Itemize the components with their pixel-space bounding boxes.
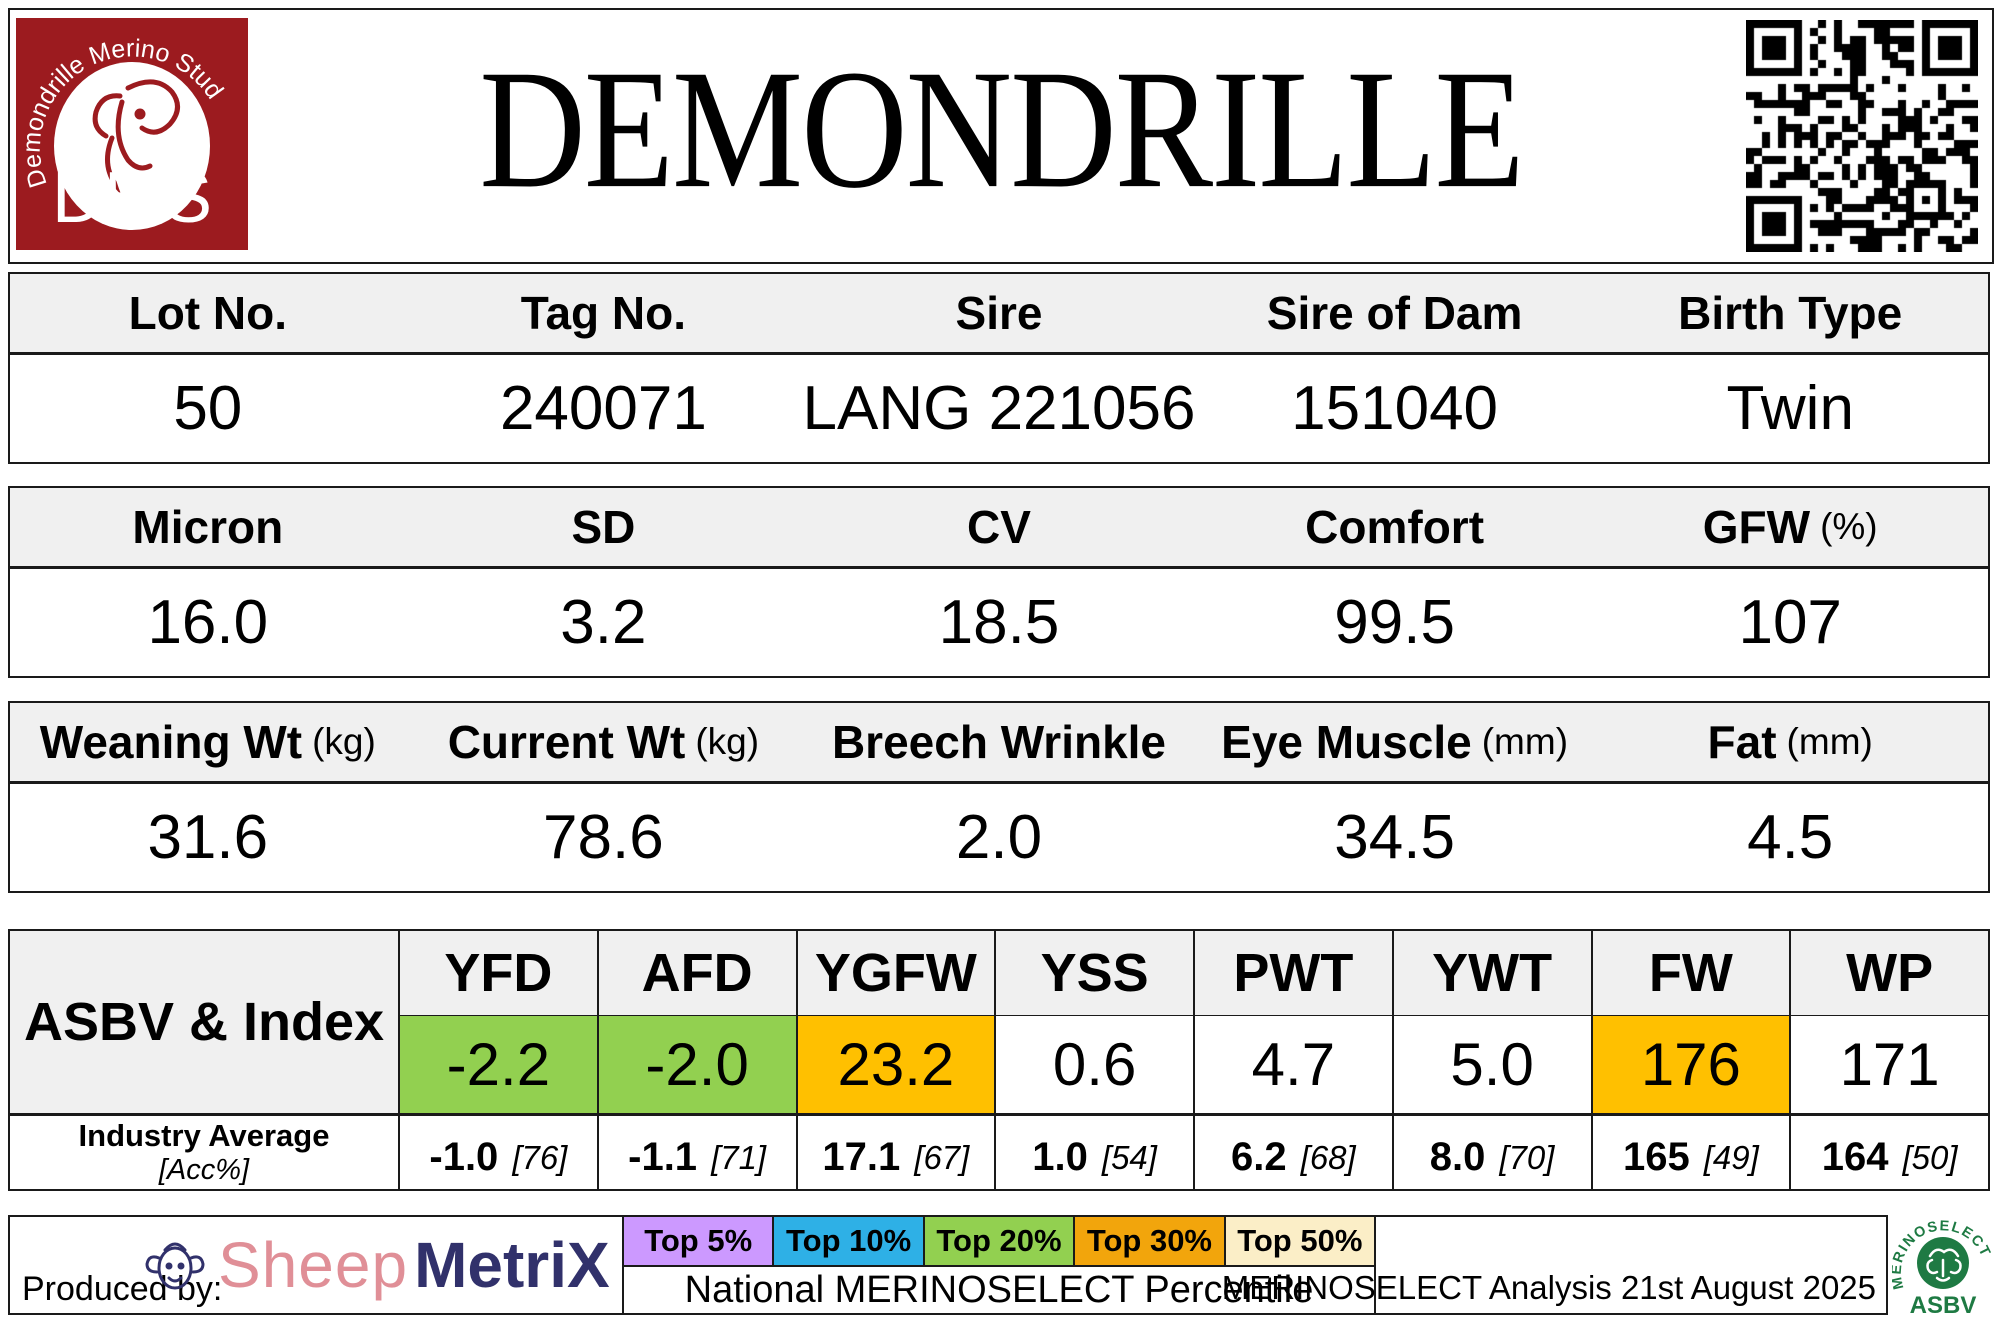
asbv-value-ygfw: 23.2 <box>795 1015 995 1113</box>
industry-ygfw: 17.1 [67] <box>795 1113 995 1189</box>
value-birth-type: Twin <box>1592 352 1988 462</box>
value-fat: 4.5 <box>1592 781 1988 891</box>
value-micron: 16.0 <box>10 566 406 676</box>
unit-label: (%) <box>1820 506 1878 547</box>
value-comfort: 99.5 <box>1196 566 1593 676</box>
sheep-head-icon <box>92 79 180 193</box>
asbv-value-yss: 0.6 <box>994 1015 1193 1113</box>
percentile-legend: Top 5% Top 10% Top 20% Top 30% Top 50% N… <box>622 1217 1376 1313</box>
sheepmetrix-logo: Sheep MetriX <box>138 1225 610 1305</box>
analysis-date-note: MERINOSELECT Analysis 21st August 2025 <box>1221 1269 1876 1306</box>
asbv-header-ywt: YWT <box>1391 931 1591 1015</box>
asbv-header-ygfw: YGFW <box>795 931 995 1015</box>
unit-label: (kg) <box>312 721 376 762</box>
stud-logo-acronym: DMS <box>52 158 212 238</box>
wool-table: Micron SD CV Comfort GFW (%) 16.0 3.2 18.… <box>8 486 1990 678</box>
footer: Produced by: Sheep MetriX Top 5% Top 10 <box>8 1215 1888 1315</box>
asbv-value-fw: 176 <box>1590 1015 1790 1113</box>
col-header-weaning-wt: Weaning Wt (kg) <box>10 703 406 781</box>
qr-code <box>1746 20 1978 252</box>
body-table: Weaning Wt (kg) Current Wt (kg) Breech Wri… <box>8 701 1990 893</box>
demondrille-stud-logo: Demondrille Merino Stud DMS <box>16 18 248 250</box>
col-header-sire: Sire <box>801 274 1197 352</box>
legend-top-5: Top 5% <box>624 1217 775 1267</box>
unit-label: (mm) <box>1481 721 1569 762</box>
asbv-header-wp: WP <box>1789 931 1988 1015</box>
asbv-header-yfd: YFD <box>398 931 597 1015</box>
col-header-cv: CV <box>801 488 1197 566</box>
unit-label: (kg) <box>695 721 760 762</box>
value-current-wt: 78.6 <box>405 781 802 891</box>
asbv-header-pwt: PWT <box>1193 931 1392 1015</box>
merinoselect-sheep-icon <box>1926 1248 1962 1282</box>
industry-average-label: Industry Average [Acc%] <box>10 1113 398 1189</box>
percentile-legend-swatches: Top 5% Top 10% Top 20% Top 30% Top 50% <box>624 1217 1375 1267</box>
asbv-value-pwt: 4.7 <box>1193 1015 1392 1113</box>
asbv-table: ASBV & Index YFD AFD YGFW YSS PWT YWT FW… <box>8 929 1990 1191</box>
asbv-value-yfd: -2.2 <box>398 1015 597 1113</box>
legend-top-30: Top 30% <box>1075 1217 1226 1267</box>
industry-ywt: 8.0 [70] <box>1391 1113 1591 1189</box>
sheepmetrix-sheep-icon <box>145 1242 205 1290</box>
value-sire-of-dam: 151040 <box>1196 352 1593 462</box>
col-header-gfw: GFW (%) <box>1592 488 1988 566</box>
asbv-header-fw: FW <box>1590 931 1790 1015</box>
asbv-value-afd: -2.0 <box>596 1015 796 1113</box>
merinoselect-asbv-logo: MERINOSELECT ASBV <box>1892 1218 1992 1318</box>
unit-label: (mm) <box>1786 721 1873 762</box>
asbv-header-yss: YSS <box>994 931 1193 1015</box>
industry-pwt: 6.2 [68] <box>1193 1113 1392 1189</box>
col-header-comfort: Comfort <box>1196 488 1593 566</box>
col-header-fat: Fat (mm) <box>1592 703 1988 781</box>
col-header-breech-wrinkle: Breech Wrinkle <box>801 703 1197 781</box>
merinoselect-asbv-text: ASBV <box>1910 1292 1977 1318</box>
header: Demondrille Merino Stud DMS DEMONDRILLE <box>8 8 1994 264</box>
col-header-current-wt: Current Wt (kg) <box>405 703 802 781</box>
asbv-header-afd: AFD <box>596 931 796 1015</box>
value-sd: 3.2 <box>405 566 802 676</box>
sheepmetrix-word-sheep: Sheep <box>218 1229 409 1301</box>
col-header-lot-no: Lot No. <box>10 274 406 352</box>
col-header-birth-type: Birth Type <box>1592 274 1988 352</box>
legend-top-10: Top 10% <box>774 1217 925 1267</box>
asbv-value-ywt: 5.0 <box>1391 1015 1591 1113</box>
industry-yfd: -1.0 [76] <box>398 1113 597 1189</box>
industry-wp: 164 [50] <box>1789 1113 1988 1189</box>
col-header-sire-of-dam: Sire of Dam <box>1196 274 1593 352</box>
value-gfw: 107 <box>1592 566 1988 676</box>
value-breech-wrinkle: 2.0 <box>801 781 1197 891</box>
value-tag-no: 240071 <box>405 352 802 462</box>
industry-afd: -1.1 [71] <box>596 1113 796 1189</box>
col-header-eye-muscle: Eye Muscle (mm) <box>1196 703 1593 781</box>
identity-table: Lot No. Tag No. Sire Sire of Dam Birth T… <box>8 272 1990 464</box>
col-header-micron: Micron <box>10 488 406 566</box>
page-title: DEMONDRILLE <box>479 34 1524 224</box>
col-header-tag-no: Tag No. <box>405 274 802 352</box>
value-weaning-wt: 31.6 <box>10 781 406 891</box>
industry-yss: 1.0 [54] <box>994 1113 1193 1189</box>
sheepmetrix-word-metrix: MetriX <box>414 1229 610 1301</box>
asbv-table-label: ASBV & Index <box>10 931 398 1113</box>
value-lot-no: 50 <box>10 352 406 462</box>
asbv-value-wp: 171 <box>1789 1015 1988 1113</box>
accuracy-label: [Acc%] <box>158 1153 250 1186</box>
value-eye-muscle: 34.5 <box>1196 781 1593 891</box>
industry-fw: 165 [49] <box>1590 1113 1790 1189</box>
legend-caption: National MERINOSELECT Percentile <box>684 1268 1314 1311</box>
value-sire: LANG 221056 <box>801 352 1197 462</box>
legend-top-20: Top 20% <box>924 1217 1076 1267</box>
col-header-sd: SD <box>405 488 802 566</box>
value-cv: 18.5 <box>801 566 1197 676</box>
legend-top-50: Top 50% <box>1225 1217 1375 1267</box>
